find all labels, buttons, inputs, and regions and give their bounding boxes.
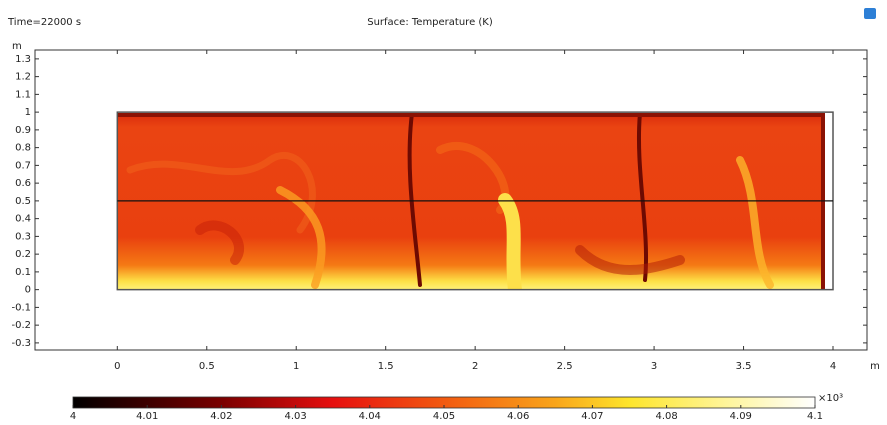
y-tick-label: 0.5 xyxy=(15,196,31,207)
y-tick-label: 0.6 xyxy=(15,178,31,189)
x-tick-label: 2 xyxy=(472,361,478,372)
y-tick-label: 0.9 xyxy=(15,125,31,136)
y-tick-label: 0.1 xyxy=(15,267,31,278)
colorbar-multiplier: ×10³ xyxy=(818,393,843,404)
y-tick-label: 0.4 xyxy=(15,214,31,225)
y-tick-label: 0.7 xyxy=(15,160,31,171)
time-label: Time=22000 s xyxy=(7,17,81,28)
colorbar-tick-label: 4.02 xyxy=(210,411,232,422)
y-tick-label: 0.2 xyxy=(15,249,31,260)
x-tick-label: 3 xyxy=(651,361,657,372)
y-unit: m xyxy=(12,41,22,52)
plot-frame xyxy=(34,49,868,351)
x-tick-label: 3.5 xyxy=(736,361,752,372)
x-unit: m xyxy=(870,361,880,372)
colorbar-tick-label: 4.1 xyxy=(807,411,823,422)
y-tick-label: 1.2 xyxy=(15,72,31,83)
x-tick-label: 0 xyxy=(114,361,120,372)
colorbar-tick-label: 4.09 xyxy=(730,411,752,422)
colorbar-tick-label: 4.07 xyxy=(581,411,603,422)
y-tick-label: 1.1 xyxy=(15,89,31,100)
y-tick-label: -0.2 xyxy=(11,320,31,331)
y-tick-label: 1 xyxy=(25,107,31,118)
x-tick-label: 1.5 xyxy=(378,361,394,372)
x-tick-label: 0.5 xyxy=(199,361,215,372)
y-tick-label: 0.3 xyxy=(15,231,31,242)
colorbar-tick-label: 4.06 xyxy=(507,411,529,422)
y-tick-label: -0.1 xyxy=(11,302,31,313)
chart-title: Surface: Temperature (K) xyxy=(367,17,493,28)
colorbar-tick-label: 4.04 xyxy=(359,411,381,422)
y-tick-label: 1.3 xyxy=(15,54,31,65)
colorbar-tick-label: 4.03 xyxy=(284,411,306,422)
y-tick-label: 0 xyxy=(25,285,31,296)
colorbar-tick-label: 4.08 xyxy=(655,411,677,422)
y-tick-label: 0.8 xyxy=(15,143,31,154)
colorbar-tick-label: 4.01 xyxy=(136,411,158,422)
x-tick-label: 4 xyxy=(830,361,836,372)
toolbar-icon[interactable] xyxy=(864,8,876,19)
colorbar-tick-label: 4.05 xyxy=(433,411,455,422)
x-tick-label: 1 xyxy=(293,361,299,372)
colorbar-tick-label: 4 xyxy=(70,411,76,422)
x-tick-label: 2.5 xyxy=(557,361,573,372)
y-tick-label: -0.3 xyxy=(11,338,31,349)
